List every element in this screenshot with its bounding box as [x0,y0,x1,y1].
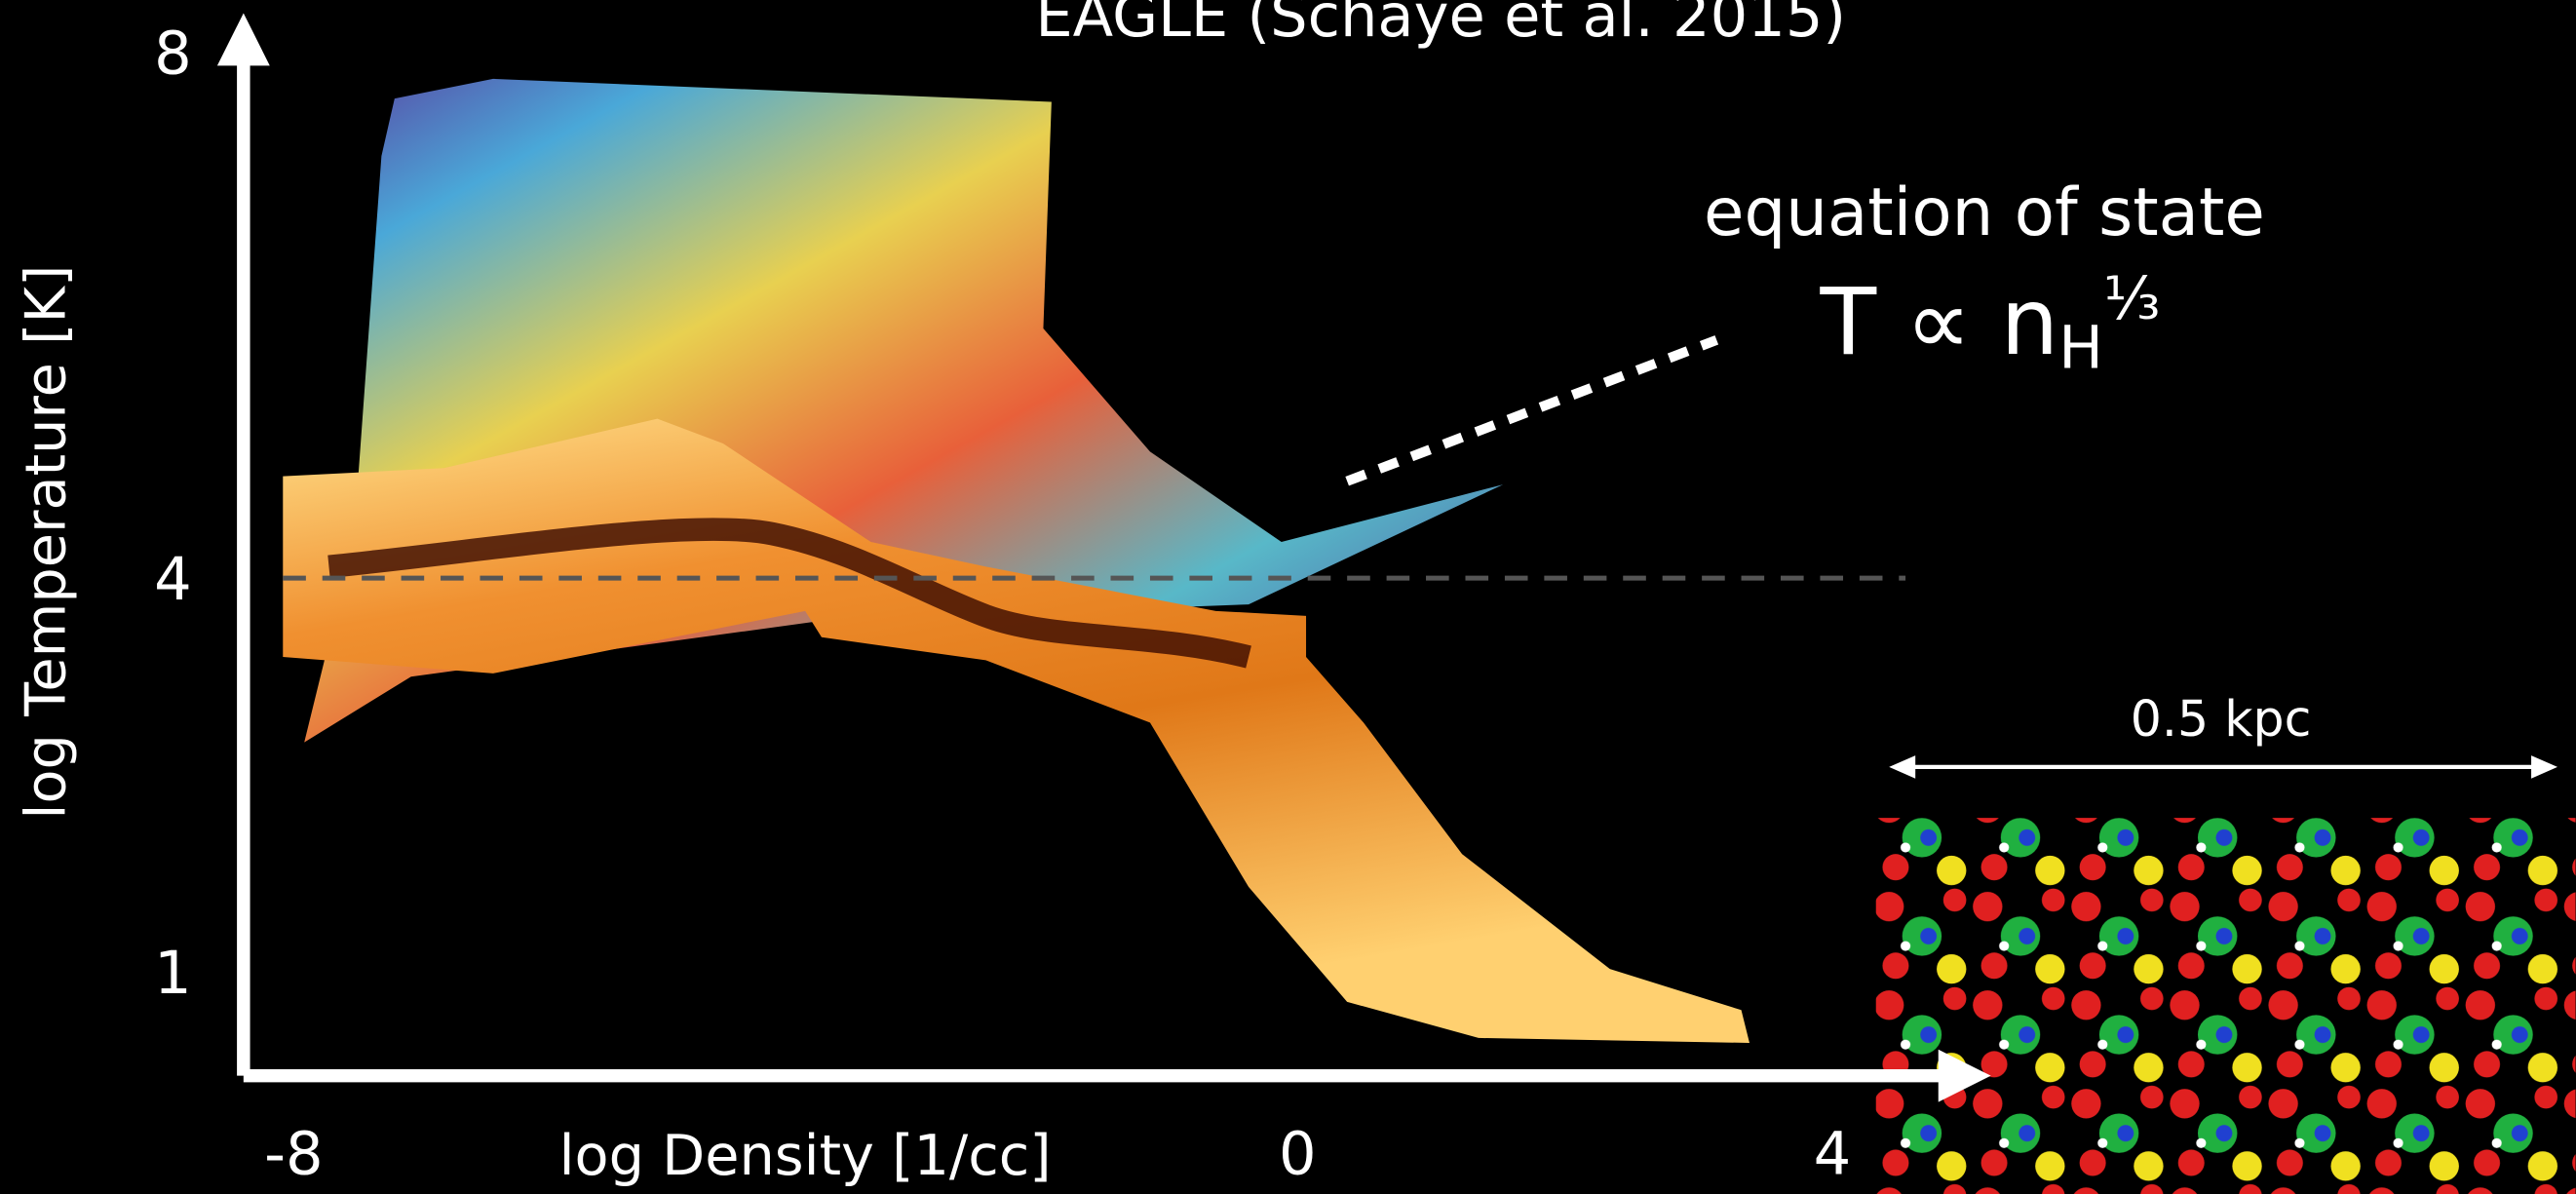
scale-bar-label: 0.5 kpc [2131,690,2312,748]
x-tick-label: 0 [1279,1121,1317,1189]
x-tick-label: 4 [1814,1121,1852,1189]
x-axis-label: log Density [1/cc] [559,1123,1052,1188]
y-tick-label: 8 [154,20,192,89]
eos-pointer [1347,340,1716,481]
eos-formula-subscript: H [2058,314,2103,382]
chart: 0.5 kpc EAGLE (Schaye et al. 2015) log D… [0,0,2576,1194]
inset-image [1876,818,2576,1194]
phase-diagram-image [283,79,1905,1043]
chart-title: EAGLE (Schaye et al. 2015) [1035,0,1846,51]
eos-formula: T ∝ nH⅓ [1819,265,2160,383]
scale-bar [1889,755,2557,779]
page: 0.5 kpc EAGLE (Schaye et al. 2015) log D… [0,0,2576,1194]
eos-formula-exponent: ⅓ [2103,265,2161,333]
y-axis-label: log Temperature [K] [14,265,79,820]
x-tick-label: -8 [264,1121,323,1189]
y-tick-label: 1 [154,940,192,1008]
eos-label: equation of state [1704,173,2265,250]
y-tick-label: 4 [154,546,192,614]
eos-formula-main: T ∝ n [1819,269,2058,376]
